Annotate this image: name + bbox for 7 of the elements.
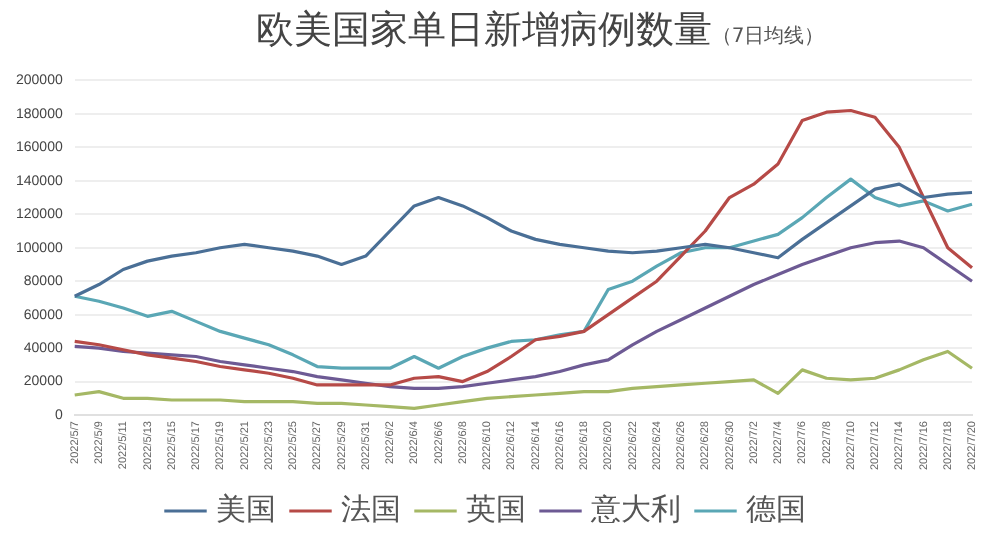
legend-label: 意大利 (588, 490, 681, 527)
chart-title: 欧美国家单日新增病例数量 (255, 8, 712, 52)
legend-label: 美国 (215, 490, 276, 527)
legend-label: 英国 (465, 490, 526, 527)
chart-subtitle: （7日均线） (711, 26, 825, 48)
legend-label: 法国 (340, 490, 401, 527)
legend-label: 德国 (745, 490, 806, 527)
